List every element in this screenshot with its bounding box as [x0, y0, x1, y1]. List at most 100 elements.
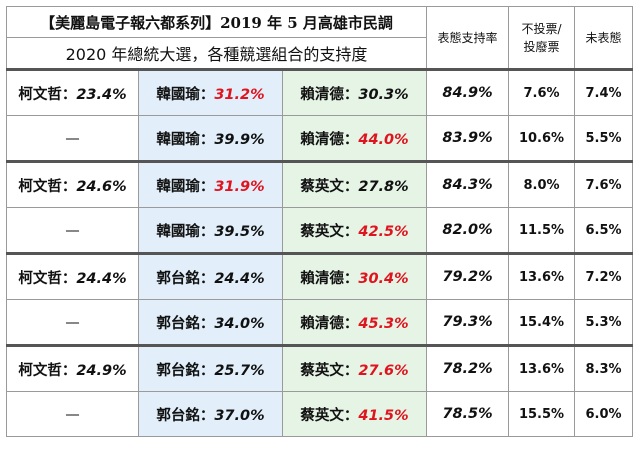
candidate-cell-ko: — — [6, 391, 139, 437]
abstain-cell: 13.6% — [508, 344, 576, 392]
candidate-percent: 25.7% — [214, 362, 265, 379]
abstain-cell: 8.0% — [508, 160, 576, 208]
table-row: — 韓國瑜：39.5% 蔡英文：42.5% 82.0% 11.5% 6.5% — [6, 207, 634, 254]
candidate-name: 韓國瑜 — [156, 222, 200, 240]
candidate-cell-ko: — — [6, 299, 139, 346]
candidate-name: 賴清德 — [300, 130, 344, 148]
candidate-cell-kmt: 韓國瑜：31.2% — [138, 68, 283, 116]
candidate-cell-ko: — — [6, 207, 139, 254]
candidate-cell-kmt: 韓國瑜：31.9% — [138, 160, 283, 208]
candidate-name: 郭台銘 — [156, 361, 200, 379]
candidate-percent: 31.2% — [214, 86, 265, 103]
candidate-cell-ko: 柯文哲：23.4% — [6, 68, 139, 116]
table-row: — 郭台銘：34.0% 賴清德：45.3% 79.3% 15.4% 5.3% — [6, 299, 634, 346]
undecided-cell: 8.3% — [574, 344, 634, 392]
separator: ： — [199, 222, 215, 240]
support-rate-cell: 78.2% — [426, 344, 510, 392]
candidate-cell-kmt: 郭台銘：25.7% — [138, 344, 283, 392]
header-abstain-line2: 投廢票 — [523, 39, 560, 54]
title-row-2: 2020 年總統大選，各種競選組合的支持度 — [5, 37, 633, 70]
candidate-cell-kmt: 韓國瑜：39.9% — [138, 115, 283, 162]
candidate-cell-dpp: 賴清德：45.3% — [281, 299, 428, 346]
table-row: 柯文哲：24.4% 郭台銘：24.4% 賴清德：30.4% 79.2% 13.6% 7.2… — [6, 252, 634, 300]
separator: ： — [61, 361, 77, 379]
separator: ： — [199, 269, 215, 287]
separator: ： — [343, 130, 359, 148]
header-undecided: 未表態 — [574, 6, 634, 70]
undecided-cell: 7.4% — [574, 68, 634, 116]
separator: ： — [343, 85, 359, 103]
abstain-cell: 11.5% — [508, 207, 576, 254]
separator: ： — [343, 361, 359, 379]
dash-placeholder: — — [65, 130, 80, 147]
dash-placeholder: — — [65, 222, 80, 239]
separator: ： — [61, 269, 77, 287]
table-row: — 韓國瑜：39.9% 賴清德：44.0% 83.9% 10.6% 5.5% — [6, 115, 634, 162]
candidate-cell-dpp: 蔡英文：41.5% — [281, 391, 428, 437]
candidate-cell-kmt: 韓國瑜：39.5% — [138, 207, 283, 254]
candidate-cell-ko: 柯文哲：24.6% — [6, 160, 139, 208]
candidate-percent: 31.9% — [214, 178, 265, 195]
candidate-cell-ko: 柯文哲：24.4% — [6, 252, 139, 300]
candidate-cell-kmt: 郭台銘：37.0% — [138, 391, 283, 437]
support-rate-cell: 83.9% — [426, 115, 510, 162]
abstain-cell: 7.6% — [508, 68, 576, 116]
candidate-percent: 27.8% — [358, 178, 409, 195]
table-subtitle: 2020 年總統大選，各種競選組合的支持度 — [5, 37, 428, 70]
header-abstain-line1: 不投票/ — [521, 21, 562, 36]
separator: ： — [199, 130, 215, 148]
candidate-cell-dpp: 賴清德：44.0% — [281, 115, 428, 162]
undecided-cell: 6.0% — [574, 391, 634, 437]
candidate-cell-dpp: 蔡英文：27.8% — [281, 160, 428, 208]
separator: ： — [343, 314, 359, 332]
candidate-cell-dpp: 賴清德：30.3% — [281, 68, 428, 116]
poll-table: 【美麗島電子報六都系列】2019 年 5 月高雄市民調 表態支持率 不投票/ 投… — [5, 6, 634, 437]
dash-placeholder: — — [65, 406, 80, 423]
undecided-cell: 6.5% — [574, 207, 634, 254]
candidate-cell-dpp: 賴清德：30.4% — [281, 252, 428, 300]
table-row: 柯文哲：23.4% 韓國瑜：31.2% 賴清德：30.3% 84.9% 7.6% 7.4% — [6, 68, 634, 116]
separator: ： — [199, 85, 215, 103]
poll-table-body: 【美麗島電子報六都系列】2019 年 5 月高雄市民調 表態支持率 不投票/ 投… — [5, 6, 634, 437]
candidate-name: 蔡英文 — [300, 361, 344, 379]
header-support-rate: 表態支持率 — [426, 6, 510, 70]
candidate-cell-dpp: 蔡英文：27.6% — [281, 344, 428, 392]
separator: ： — [343, 177, 359, 195]
separator: ： — [343, 406, 359, 424]
candidate-percent: 30.3% — [358, 86, 409, 103]
support-rate-cell: 79.2% — [426, 252, 510, 300]
candidate-name: 柯文哲 — [18, 177, 62, 195]
candidate-percent: 42.5% — [358, 223, 409, 240]
undecided-cell: 5.5% — [574, 115, 634, 162]
candidate-name: 蔡英文 — [300, 406, 344, 424]
candidate-percent: 34.0% — [214, 315, 265, 332]
candidate-name: 蔡英文 — [300, 222, 344, 240]
candidate-cell-dpp: 蔡英文：42.5% — [281, 207, 428, 254]
undecided-cell: 7.6% — [574, 160, 634, 208]
separator: ： — [199, 314, 215, 332]
support-rate-cell: 82.0% — [426, 207, 510, 254]
separator: ： — [343, 222, 359, 240]
separator: ： — [61, 85, 77, 103]
table-row: 柯文哲：24.6% 韓國瑜：31.9% 蔡英文：27.8% 84.3% 8.0% 7.6% — [6, 160, 634, 208]
candidate-percent: 27.6% — [358, 362, 409, 379]
candidate-percent: 24.6% — [76, 178, 127, 195]
support-rate-cell: 84.3% — [426, 160, 510, 208]
candidate-percent: 24.4% — [214, 270, 265, 287]
candidate-percent: 39.5% — [214, 223, 265, 240]
candidate-name: 郭台銘 — [156, 314, 200, 332]
table-row: 柯文哲：24.9% 郭台銘：25.7% 蔡英文：27.6% 78.2% 13.6% 8.3… — [6, 344, 634, 392]
candidate-name: 賴清德 — [300, 314, 344, 332]
support-rate-cell: 79.3% — [426, 299, 510, 346]
candidate-name: 賴清德 — [300, 269, 344, 287]
header-abstain: 不投票/ 投廢票 — [508, 6, 576, 70]
separator: ： — [61, 177, 77, 195]
candidate-name: 郭台銘 — [156, 406, 200, 424]
candidate-name: 蔡英文 — [300, 177, 344, 195]
undecided-cell: 5.3% — [574, 299, 634, 346]
candidate-percent: 24.9% — [76, 362, 127, 379]
candidate-percent: 23.4% — [76, 86, 127, 103]
candidate-percent: 45.3% — [358, 315, 409, 332]
abstain-cell: 15.4% — [508, 299, 576, 346]
candidate-name: 柯文哲 — [18, 85, 62, 103]
